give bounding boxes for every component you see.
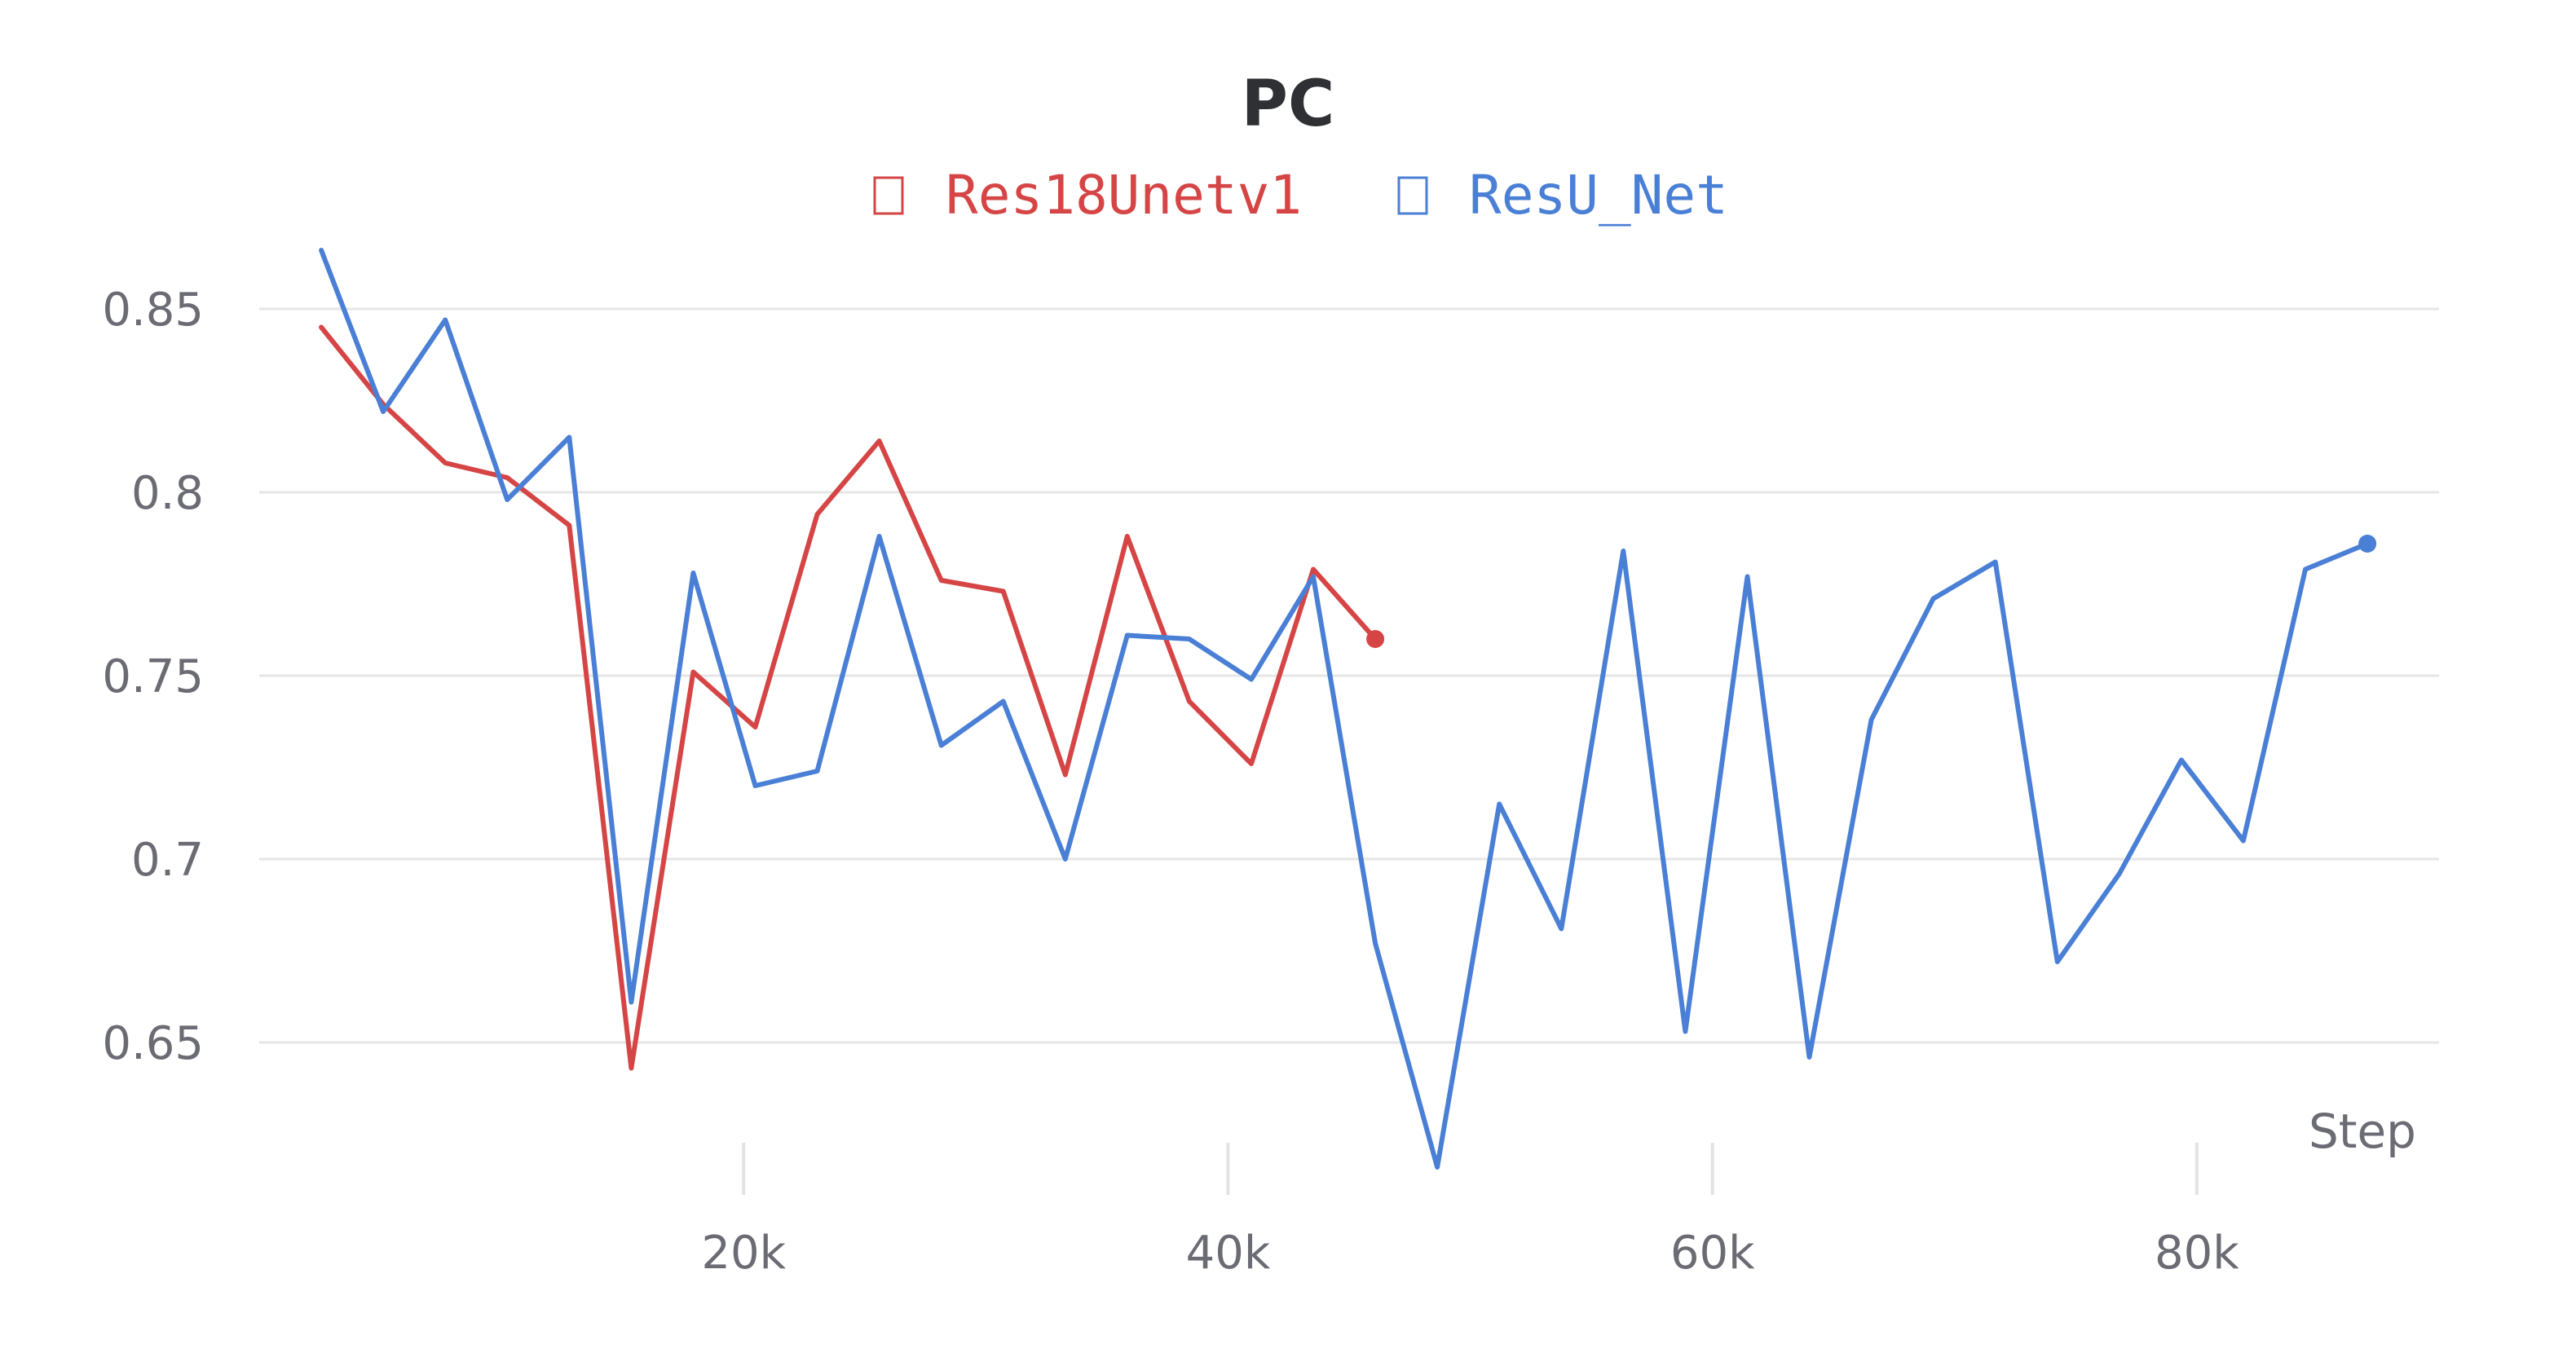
series-res18unetv1 (319, 324, 1385, 1071)
x-tick-label-0: 20k (701, 1227, 786, 1280)
grid (259, 307, 2439, 1044)
legend-label-res18unetv1: Res18Unetv1 (946, 164, 1302, 227)
chart-title: PC (1242, 68, 1334, 141)
legend-label-resu-net: ResU_Net (1469, 164, 1728, 227)
legend-item-res18unetv1[interactable]: Res18Unetv1 (873, 164, 1302, 227)
y-tick-label-0: 0.65 (102, 1017, 204, 1070)
series-end-point-resu-net[interactable] (2358, 535, 2377, 553)
x-tick-label-1: 40k (1186, 1227, 1271, 1280)
series-resu-net (319, 248, 2377, 1170)
x-axis-label: Step (2309, 1104, 2416, 1159)
series-lines (319, 248, 2377, 1170)
series-line-resu-net[interactable] (319, 248, 2371, 1170)
x-tick-label-3: 80k (2155, 1227, 2239, 1280)
y-axis: 0.65 0.7 0.75 0.8 0.85 (102, 284, 204, 1070)
series-line-res18unetv1[interactable] (319, 324, 1378, 1071)
series-end-point-res18unetv1[interactable] (1366, 630, 1385, 648)
y-tick-label-1: 0.7 (131, 834, 204, 887)
x-tick-label-2: 60k (1670, 1227, 1755, 1280)
x-axis: 20k 40k 60k 80k (701, 1143, 2239, 1280)
legend: Res18Unetv1 ResU_Net (873, 164, 1728, 227)
legend-swatch-res18unetv1 (873, 176, 904, 215)
legend-swatch-resu-net (1397, 176, 1428, 215)
y-tick-label-3: 0.8 (131, 467, 204, 520)
legend-item-resu-net[interactable]: ResU_Net (1397, 164, 1728, 227)
y-tick-label-2: 0.75 (102, 650, 204, 703)
y-tick-label-4: 0.85 (102, 284, 204, 337)
